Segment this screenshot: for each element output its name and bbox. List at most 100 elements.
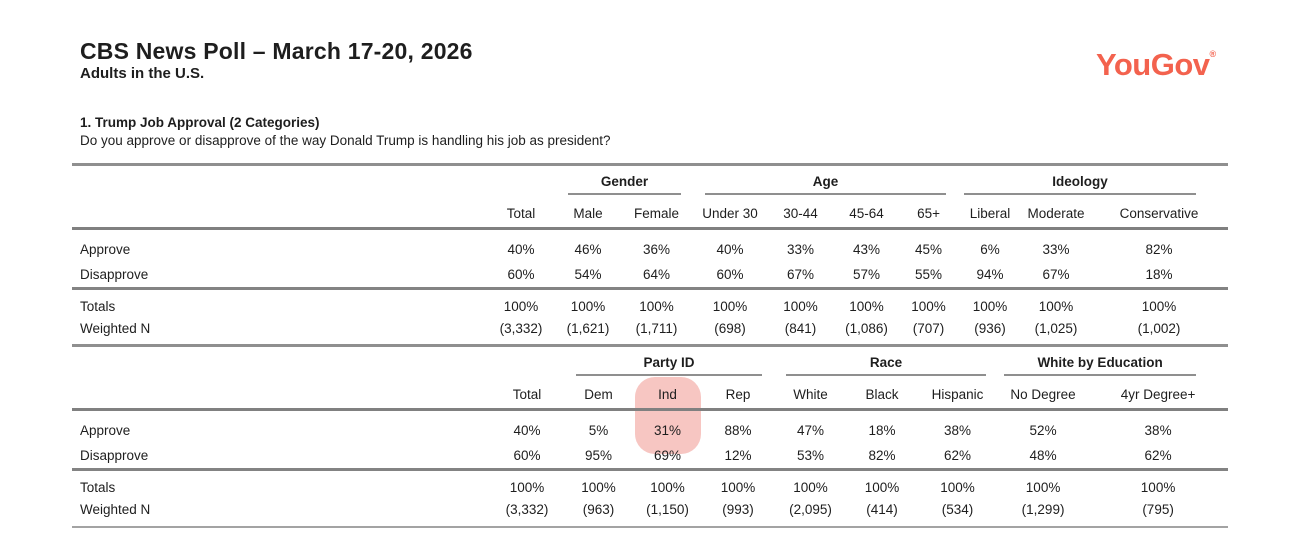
question-heading: 1. Trump Job Approval (2 Categories) [80,115,320,130]
column-header-under30: Under 30 [693,195,768,230]
table-cell: (2,095) [789,501,832,517]
column-header-rep: Rep [702,376,775,411]
table-cell: 18% [1145,267,1173,282]
table-cell: (936) [974,320,1006,336]
row-label: Totals [72,468,490,498]
group-header-row: Gender Age Ideology [72,166,1228,195]
group-race: Race [774,347,998,376]
table-cell: 40% [716,241,744,257]
table-cell: (1,711) [635,320,678,336]
column-header-65plus: 65+ [899,195,959,230]
table-cell: 100% [899,287,959,317]
table-row-weighted-n: Weighted N (3,332) (1,621) (1,711) (698)… [72,317,1228,345]
table-cell: 100% [834,287,900,317]
table-cell: 100% [490,468,564,498]
group-spacer [72,347,564,376]
yougov-logo-text: YouGov [1096,47,1210,82]
table-cell: 60% [507,267,535,282]
table-cell: 82% [1145,241,1173,257]
column-header-total: Total [486,195,556,230]
table-cell: 94% [976,267,1004,282]
group-gender-label: Gender [568,174,682,195]
group-gender: Gender [556,166,693,195]
column-header-white: White [774,376,848,411]
row-label: Totals [72,287,486,317]
table-cell: (1,086) [845,320,888,336]
table-cell: (1,299) [1021,501,1065,517]
table-cell: 18% [868,422,896,438]
column-header-total: Total [490,376,564,411]
group-party-id-label: Party ID [576,355,763,376]
column-header-black: Black [847,376,918,411]
page-title: CBS News Poll – March 17-20, 2026 [80,38,473,64]
table-cell: 55% [915,267,943,282]
table-cell: 100% [998,468,1089,498]
table-cell: (534) [941,501,974,517]
table-cell: (795) [1142,501,1174,517]
table-cell: 5% [588,422,609,438]
table-cell: 100% [693,287,768,317]
row-label: Disapprove [80,267,149,282]
row-label: Approve [80,241,131,257]
column-header-45-64: 45-64 [834,195,900,230]
table-cell: 100% [1022,287,1091,317]
column-header-ind: Ind [633,376,702,411]
column-header-spacer [72,195,486,230]
table-cell: 40% [513,422,541,438]
table-cell: 100% [917,468,999,498]
yougov-logo: YouGov® [1096,47,1216,83]
table-cell: 100% [564,468,633,498]
crosstab-table-party-race-education: Party ID Race White by Education Total D… [72,344,1229,528]
table-cell: (1,150) [646,501,689,517]
table-cell: 95% [584,448,613,463]
table-cell: 100% [633,468,702,498]
table-cell: 60% [716,267,744,282]
table-row-approve: Approve 40% 5% 31% 88% 47% 18% 38% 52% 3… [72,410,1228,444]
table-cell-highlighted: 31% [653,422,682,438]
table-cell: 82% [868,448,896,463]
table-row-disapprove: Disapprove 60% 95% 69% 12% 53% 82% 62% 4… [72,443,1228,470]
column-header-row: Total Dem Ind Rep White Black Hispanic N… [72,376,1229,411]
table-cell: 45% [915,241,943,257]
table-row-totals: Totals 100% 100% 100% 100% 100% 100% 100… [72,287,1229,317]
table-cell: (3,332) [505,501,549,517]
table-cell: 100% [774,468,848,498]
row-label: Weighted N [80,320,151,336]
table-cell: 67% [787,267,815,282]
table-cell: 100% [1090,287,1229,317]
row-label: Disapprove [80,448,149,463]
table-cell: 36% [642,241,671,257]
table-cell: 100% [767,287,835,317]
table-cell: 6% [980,241,1000,257]
column-header-row: Total Male Female Under 30 30-44 45-64 6… [72,195,1229,230]
question-text: Do you approve or disapprove of the way … [80,133,611,148]
table-cell: 100% [486,287,556,317]
crosstab-table-gender-age-ideology: Gender Age Ideology Total Male Female Un… [72,163,1229,347]
table-cell: 64% [642,267,671,282]
table-row-weighted-n: Weighted N (3,332) (963) (1,150) (993) (… [72,498,1228,526]
row-label: Approve [80,422,131,438]
table-cell: (414) [866,501,898,517]
table-cell: 52% [1029,422,1057,438]
table-cell: 54% [574,267,602,282]
group-ideology-label: Ideology [964,174,1197,195]
table-row-totals: Totals 100% 100% 100% 100% 100% 100% 100… [72,468,1229,498]
table-row-disapprove: Disapprove 60% 54% 64% 60% 67% 57% 55% 9… [72,262,1228,289]
registered-mark: ® [1209,49,1217,59]
column-header-no-degree: No Degree [998,376,1089,411]
group-white-by-education: White by Education [998,347,1228,376]
table-1: Gender Age Ideology Total Male Female Un… [72,166,1229,345]
table-cell: 46% [574,241,602,257]
table-cell: 40% [507,241,535,257]
page-subtitle: Adults in the U.S. [80,65,205,82]
table-cell: 62% [1144,448,1172,463]
table-cell: 88% [724,422,752,438]
column-header-4yr-degree: 4yr Degree+ [1088,376,1229,411]
table-cell: 38% [1144,422,1172,438]
group-ideology: Ideology [958,166,1228,195]
table-cell: 43% [853,241,881,257]
column-header-30-44: 30-44 [767,195,835,230]
group-party-id: Party ID [564,347,774,376]
table-cell: 62% [944,448,972,463]
